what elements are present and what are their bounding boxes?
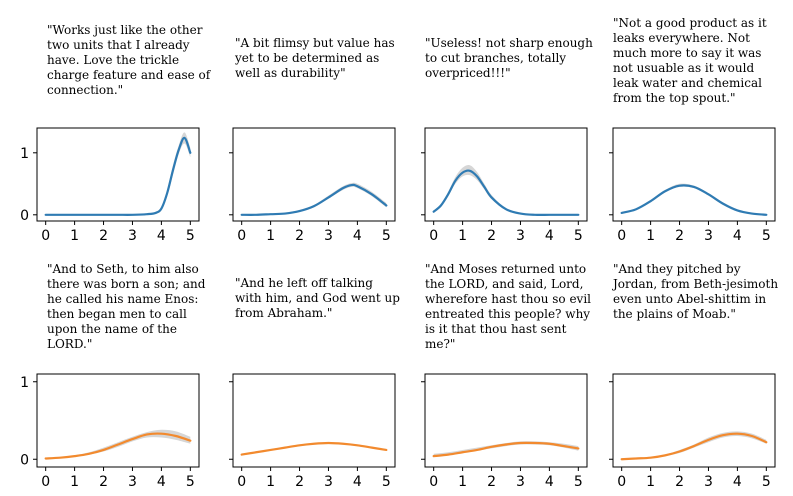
panel-2-xtick-label: 5 (382, 228, 391, 244)
panel-4-band (621, 183, 767, 215)
panel-6-quote: "And he left off talking with him, and G… (235, 276, 400, 320)
panel-1-quote: "Works just like the other two units tha… (47, 23, 211, 97)
panel-2-xtick-label: 2 (295, 228, 304, 244)
panel-2-axes-frame (232, 127, 396, 222)
panel-7-xtick-label: 4 (545, 474, 554, 490)
panel-4-xtick-label: 1 (646, 228, 655, 244)
panel-3-xtick-label: 0 (429, 228, 438, 244)
panel-6-xtick-label: 1 (266, 474, 275, 490)
panel-7-xtick-label: 3 (516, 474, 525, 490)
panel-6-axes-frame (232, 373, 396, 468)
panel-3-series-line (432, 169, 580, 216)
panel-7-axes-frame (424, 373, 588, 468)
panel-5-ytick-label: 1 (20, 375, 29, 391)
panel-7: 0 1 2 3 4 5 (421, 373, 588, 490)
panel-2-xtick-label: 3 (324, 228, 333, 244)
panel-8: 0 1 2 3 4 5 (609, 373, 776, 490)
panel-4-quote: "Not a good product as it leaks everywhe… (613, 16, 767, 105)
panel-8-xtick-label: 1 (646, 474, 655, 490)
panel-1-band (45, 132, 191, 215)
panel-4-xtick-label: 3 (704, 228, 713, 244)
panel-5-xtick-label: 5 (186, 474, 195, 490)
panel-7-quote: "And Moses returned unto the LORD, and s… (425, 262, 592, 351)
panel-5-series-line (44, 432, 192, 460)
panel-2: 0 1 2 3 4 5 (229, 127, 396, 244)
panel-3-xtick-label: 5 (574, 228, 583, 244)
panel-2-band (241, 182, 387, 215)
panel-1-xtick-label: 5 (186, 228, 195, 244)
panel-5-xtick-label: 0 (41, 474, 50, 490)
panel-6: 0 1 2 3 4 5 (229, 373, 396, 490)
panel-8-series-line (620, 432, 768, 461)
panel-1-xtick-label: 1 (70, 228, 79, 244)
panel-3-axes-frame (424, 127, 588, 222)
panel-1-xtick-label: 0 (41, 228, 50, 244)
panel-8-quote: "And they pitched by Jordan, from Beth-j… (613, 262, 779, 321)
panel-7-xtick-label: 0 (429, 474, 438, 490)
panel-3-xtick-label: 1 (458, 228, 467, 244)
panel-1-axes-frame (36, 127, 200, 222)
panel-4-xtick-label: 2 (675, 228, 684, 244)
panel-8-axes-frame (612, 373, 776, 468)
panel-7-xtick-label: 1 (458, 474, 467, 490)
panel-4-axes-frame (612, 127, 776, 222)
panel-3-xtick-label: 2 (487, 228, 496, 244)
panel-8-xtick-label: 5 (762, 474, 771, 490)
panel-8-xtick-label: 4 (733, 474, 742, 490)
panel-3-xtick-label: 3 (516, 228, 525, 244)
panel-2-quote: "A bit flimsy but value has yet to be de… (235, 36, 395, 80)
panel-7-series-line (432, 441, 580, 458)
panel-6-xtick-label: 2 (295, 474, 304, 490)
panel-1: 0 1 2 3 4 5 0 1 (20, 127, 200, 244)
panel-4-xtick-label: 4 (733, 228, 742, 244)
panel-1-series-line (44, 136, 192, 216)
panel-6-series-line (240, 441, 388, 456)
panel-6-xtick-label: 5 (382, 474, 391, 490)
panel-5-xtick-label: 2 (99, 474, 108, 490)
panel-5: 0 1 2 3 4 5 0 1 (20, 373, 200, 490)
panel-2-xtick-label: 4 (353, 228, 362, 244)
panel-6-xtick-label: 3 (324, 474, 333, 490)
panel-1-ytick-label: 0 (20, 208, 29, 224)
panel-4-xtick-label: 5 (762, 228, 771, 244)
panel-5-xtick-label: 4 (157, 474, 166, 490)
panel-8-xtick-label: 3 (704, 474, 713, 490)
panel-5-quote: "And to Seth, to him also there was born… (47, 262, 206, 351)
panel-7-xtick-label: 2 (487, 474, 496, 490)
panel-3: 0 1 2 3 4 5 (421, 127, 588, 244)
panel-6-xtick-label: 0 (237, 474, 246, 490)
panel-5-axes-frame (36, 373, 200, 468)
panel-2-xtick-label: 0 (237, 228, 246, 244)
panel-2-series-line (240, 183, 388, 216)
panel-3-band (433, 164, 579, 215)
panel-5-ytick-label: 0 (20, 452, 29, 468)
panel-2-xtick-label: 1 (266, 228, 275, 244)
panel-1-ytick-label: 1 (20, 146, 29, 162)
panel-5-xtick-label: 3 (128, 474, 137, 490)
panel-8-xtick-label: 0 (617, 474, 626, 490)
panel-4-series-line (620, 184, 768, 216)
panel-1-xtick-label: 3 (128, 228, 137, 244)
panel-5-xtick-label: 1 (70, 474, 79, 490)
panel-1-xtick-label: 4 (157, 228, 166, 244)
panel-3-quote: "Useless! not sharp enough to cut branch… (425, 36, 593, 80)
panel-3-xtick-label: 4 (545, 228, 554, 244)
panel-1-xtick-label: 2 (99, 228, 108, 244)
panel-6-xtick-label: 4 (353, 474, 362, 490)
panel-4: 0 1 2 3 4 5 (609, 127, 776, 244)
panel-7-xtick-label: 5 (574, 474, 583, 490)
panel-8-xtick-label: 2 (675, 474, 684, 490)
panel-4-xtick-label: 0 (617, 228, 626, 244)
